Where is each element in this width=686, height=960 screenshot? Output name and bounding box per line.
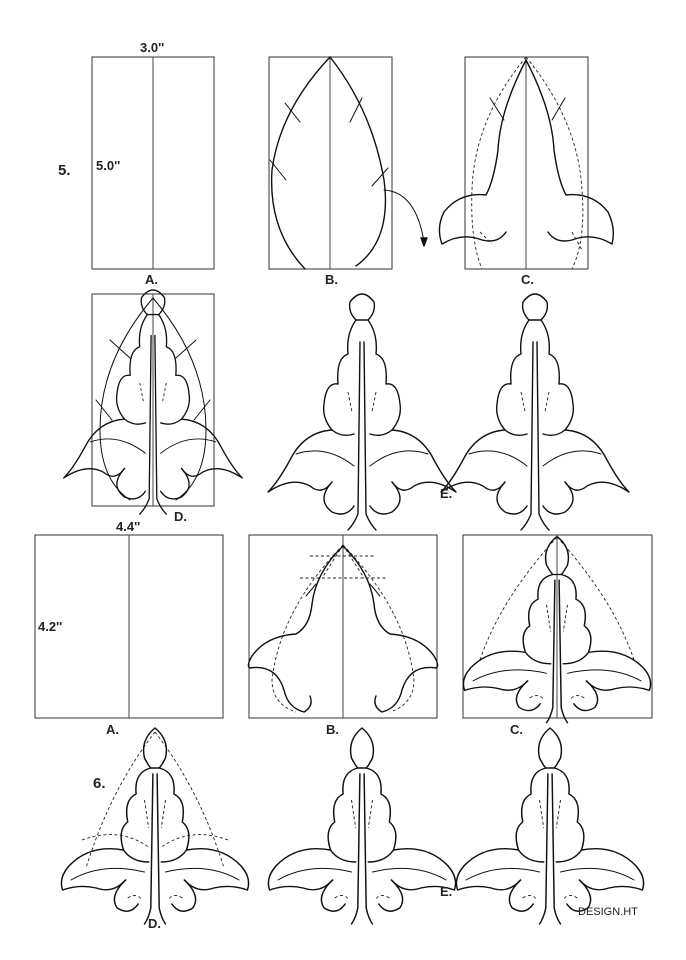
panel-label-6d: D. (148, 916, 161, 931)
panel-5d-construction (63, 289, 243, 515)
panel-6a-grid (34, 534, 224, 719)
step-number-6: 6. (93, 775, 106, 792)
panel-label-5b: B. (325, 272, 338, 287)
panel-5e-ornament-right (440, 293, 630, 531)
panel-label-5e: E. (440, 486, 452, 501)
panel-label-6e: E. (440, 884, 452, 899)
watermark: DESIGN.HT (578, 906, 638, 918)
height-dimension-5: 5.0'' (96, 158, 120, 173)
width-dimension-5: 3.0'' (140, 40, 164, 55)
panel-6e-ornament-right (455, 727, 645, 925)
step-number-5: 5. (58, 162, 71, 179)
width-dimension-6: 4.4'' (116, 519, 140, 534)
panel-6d-construction (60, 727, 250, 925)
height-dimension-6: 4.2'' (38, 619, 62, 634)
panel-label-6c: C. (510, 722, 523, 737)
panel-6c-construction (462, 534, 653, 724)
panel-label-5d: D. (174, 509, 187, 524)
panel-6e-ornament-left (267, 727, 457, 925)
panel-5e-ornament-left (267, 293, 457, 531)
panel-5c-lobes (438, 56, 615, 270)
panel-label-6b: B. (326, 722, 339, 737)
panel-6b-outline (247, 534, 439, 719)
panel-label-5c: C. (521, 272, 534, 287)
panel-5a-grid (91, 56, 215, 270)
panel-label-6a: A. (106, 722, 119, 737)
panel-label-5a: A. (145, 272, 158, 287)
panel-5b-outline (268, 56, 428, 270)
